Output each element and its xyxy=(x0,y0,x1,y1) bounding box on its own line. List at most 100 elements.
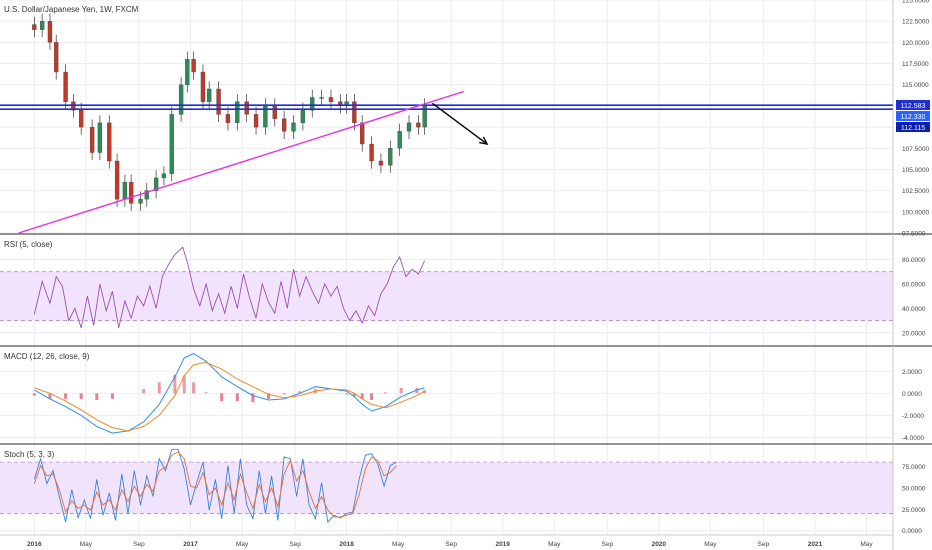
macd-histogram-bar xyxy=(173,374,177,394)
y-tick-label: 105.0000 xyxy=(902,167,929,174)
y-tick-label: 125.0000 xyxy=(902,0,929,5)
candle-body xyxy=(300,109,306,124)
x-tick-label: May xyxy=(80,541,93,548)
x-tick-label: Sep xyxy=(758,541,770,548)
projection-arrow-head xyxy=(479,136,489,145)
stoch-d-line xyxy=(33,451,397,518)
candle-body xyxy=(161,173,167,179)
macd-histogram-bar xyxy=(267,393,271,399)
y-tick-label: 107.5000 xyxy=(902,146,929,153)
candle-body xyxy=(310,97,315,111)
candle-body xyxy=(235,101,240,124)
candle-body xyxy=(319,97,324,99)
y-tick-label: 97.5000 xyxy=(902,231,926,238)
x-tick-label: 2018 xyxy=(339,541,354,548)
x-tick-label: 2020 xyxy=(652,541,667,548)
y-tick-label: 25.0000 xyxy=(902,507,926,514)
x-tick-label: Sep xyxy=(289,541,301,548)
stoch-k-line xyxy=(33,448,397,524)
macd-histogram-bar xyxy=(423,390,427,394)
stoch-pane[interactable] xyxy=(33,448,397,524)
y-tick-label: 60.0000 xyxy=(902,281,926,288)
candle-body xyxy=(79,109,84,128)
macd-histogram-bar xyxy=(298,391,302,394)
candle-body xyxy=(191,59,196,73)
x-tick-label: 2019 xyxy=(495,541,510,548)
macd-pane[interactable] xyxy=(32,353,427,434)
x-tick-label: May xyxy=(236,541,249,548)
candle-body xyxy=(128,182,134,204)
price-axis: 125.0000 122.5000 120.0000 117.5000 115.0000… xyxy=(902,0,929,535)
candle-body xyxy=(281,118,287,132)
y-tick-label: 115.0000 xyxy=(902,82,929,89)
macd-histogram-bar xyxy=(192,382,196,394)
overbought-oversold-band xyxy=(0,271,893,321)
macd-histogram-bar xyxy=(79,393,83,399)
macd-histogram-bar xyxy=(384,392,388,394)
candle-body xyxy=(122,182,128,200)
macd-histogram-bar xyxy=(415,387,419,394)
macd-label: MACD (12, 26, close, 9) xyxy=(4,352,90,361)
candle-body xyxy=(291,122,296,132)
candle-body xyxy=(153,177,159,191)
candle-body xyxy=(378,160,384,166)
y-tick-label: 0.0000 xyxy=(902,391,922,398)
time-axis: 2016 May Sep 2017 May Sep 2018 May Sep 2019 May Sep… xyxy=(27,541,873,548)
y-tick-label: 0.0000 xyxy=(902,528,922,535)
y-tick-label: 75.0000 xyxy=(902,464,926,471)
price-badge-low: 112.115 xyxy=(896,122,930,132)
x-tick-label: 2017 xyxy=(183,541,198,548)
candle-body xyxy=(97,122,103,153)
macd-histogram-bar xyxy=(360,393,364,399)
macd-histogram-bar xyxy=(95,393,99,400)
macd-histogram-bar xyxy=(352,393,356,397)
projection-arrow-line xyxy=(432,102,488,145)
macd-histogram-bar xyxy=(345,393,349,395)
candle-body xyxy=(207,88,212,102)
candle-body xyxy=(216,88,221,115)
macd-histogram-bar xyxy=(204,392,208,394)
overbought-oversold-band xyxy=(0,462,893,514)
price-pane[interactable] xyxy=(0,13,893,234)
price-badge-high: 112.583 xyxy=(896,100,930,110)
macd-histogram-bar xyxy=(142,388,146,394)
y-tick-label: -2.0000 xyxy=(902,413,924,420)
y-tick-label: 50.0000 xyxy=(902,485,926,492)
rsi-pane[interactable] xyxy=(33,246,426,329)
y-tick-label: 100.0000 xyxy=(902,209,929,216)
x-tick-label: May xyxy=(704,541,717,548)
price-badge-current: 112.330 xyxy=(896,111,930,121)
y-tick-label: 2.0000 xyxy=(902,369,922,376)
candle-body xyxy=(178,84,184,115)
candle-body xyxy=(272,105,277,119)
signal-line xyxy=(34,361,425,432)
macd-histogram-bar xyxy=(370,393,374,400)
candle-body xyxy=(388,148,393,166)
candle-body xyxy=(397,131,402,149)
macd-histogram-bar xyxy=(282,393,286,395)
y-tick-label: 120.0000 xyxy=(902,40,929,47)
price-badge-high-text: 112.583 xyxy=(901,103,926,110)
candle-body xyxy=(89,126,95,153)
price-badge-current-text: 112.330 xyxy=(901,114,926,121)
candle-body xyxy=(244,101,249,115)
y-tick-label: 117.5000 xyxy=(902,61,929,68)
candle-body xyxy=(32,24,37,30)
candle-body xyxy=(169,114,174,174)
candle-body xyxy=(406,122,412,132)
macd-histogram-bar xyxy=(251,393,255,403)
candle-body xyxy=(416,122,421,128)
candle-body xyxy=(360,122,365,145)
candle-body xyxy=(144,190,149,200)
y-tick-label: 80.0000 xyxy=(902,257,926,264)
price-badge-low-text: 112.115 xyxy=(901,125,925,132)
chart-grid xyxy=(0,0,893,535)
x-tick-label: May xyxy=(548,541,561,548)
candle-body xyxy=(47,21,53,43)
macd-histogram-bar xyxy=(110,393,114,399)
macd-histogram-bar xyxy=(235,393,239,402)
rsi-line xyxy=(33,246,426,329)
indicator-bands xyxy=(0,271,893,514)
